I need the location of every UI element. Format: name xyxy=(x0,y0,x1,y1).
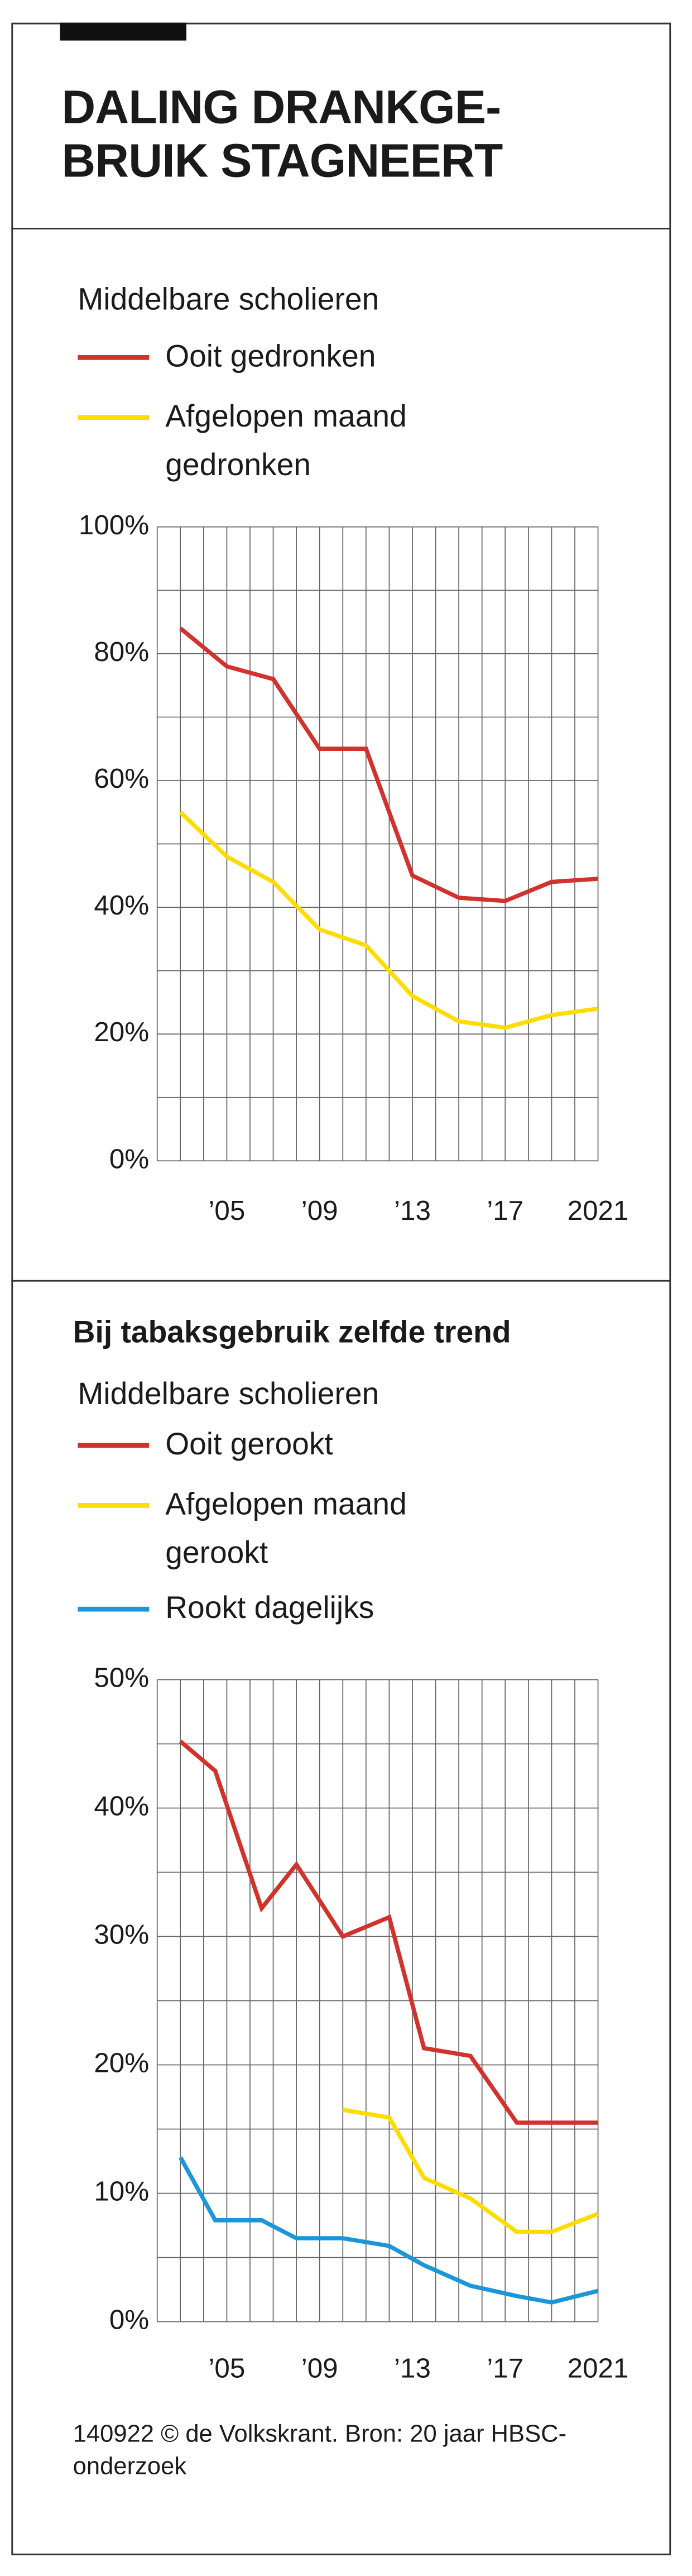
legend-swatch xyxy=(78,415,150,420)
y-tick-label: 20% xyxy=(94,1017,149,1047)
legend-swatch xyxy=(78,1606,150,1612)
y-tick-label: 0% xyxy=(109,1143,149,1174)
legend-label: Ooit gedronken xyxy=(165,340,376,375)
y-tick-label: 0% xyxy=(109,2305,149,2335)
y-tick-label: 60% xyxy=(94,763,149,794)
x-tick-label: ’05 xyxy=(208,1195,245,1226)
x-tick-label: ’13 xyxy=(394,2353,431,2384)
chart-subtitle: Middelbare scholieren xyxy=(78,284,379,318)
x-tick-label: ’13 xyxy=(394,1195,431,1226)
legend-label: Rookt dagelijks xyxy=(165,1592,374,1626)
y-tick-label: 30% xyxy=(94,1919,149,1950)
y-tick-label: 100% xyxy=(79,510,149,540)
frame xyxy=(11,22,671,2555)
x-tick-label: 2021 xyxy=(568,2353,629,2384)
series-line xyxy=(179,626,598,903)
y-tick-label: 10% xyxy=(94,2176,149,2207)
y-tick-label: 40% xyxy=(94,1791,149,1822)
y-tick-label: 20% xyxy=(94,2048,149,2079)
x-tick-label: ’17 xyxy=(487,1195,523,1226)
x-tick-label: ’09 xyxy=(301,2353,338,2384)
legend-swatch xyxy=(78,355,150,360)
y-tick-label: 40% xyxy=(94,890,149,921)
series-line xyxy=(342,2108,599,2234)
y-tick-label: 80% xyxy=(94,636,149,667)
x-tick-label: ’09 xyxy=(301,1195,338,1226)
y-tick-label: 50% xyxy=(94,1663,149,1693)
x-tick-label: ’17 xyxy=(487,2353,523,2384)
source-line: onderzoek xyxy=(73,2453,187,2481)
header-bar xyxy=(60,22,186,41)
chart-subtitle: Middelbare scholieren xyxy=(78,1378,379,1413)
source-line: 140922 © de Volkskrant. Bron: 20 jaar HB… xyxy=(73,2420,567,2449)
chart-title: Bij tabaksgebruik zelfde trend xyxy=(73,1316,511,1351)
x-tick-label: ’05 xyxy=(208,2353,245,2384)
legend-label: Ooit gerookt xyxy=(165,1428,333,1463)
series-line xyxy=(178,2156,599,2305)
title-line: DALING DRANKGE- xyxy=(61,83,501,135)
legend-swatch xyxy=(78,1443,150,1448)
legend-label: Afgelopen maand gedronken xyxy=(165,400,407,483)
series-line xyxy=(179,811,599,1030)
legend-swatch xyxy=(78,1503,150,1508)
title-line: BRUIK STAGNEERT xyxy=(61,136,503,188)
legend-label: Afgelopen maand gerookt xyxy=(165,1488,407,1571)
x-tick-label: 2021 xyxy=(568,1195,629,1226)
series-line xyxy=(179,1740,598,2125)
